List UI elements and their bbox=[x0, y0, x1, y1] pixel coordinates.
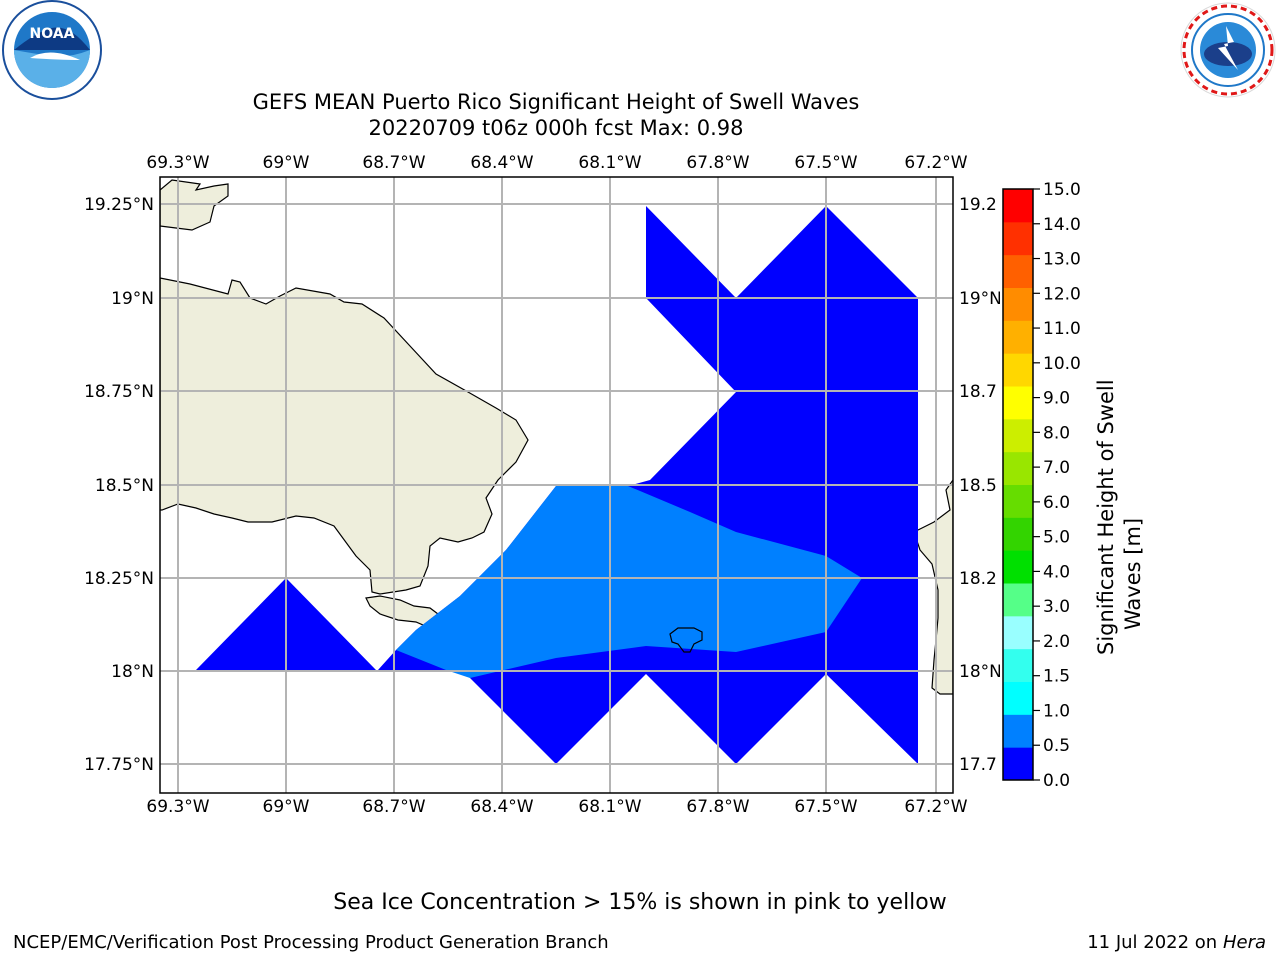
colorbar-tick-label: 3.0 bbox=[1043, 597, 1070, 617]
colorbar: 0.0 0.5 1.0 1.5 2.0 3.0 4.0 5.0 6.0 7.0 8.0 9.0 10.0… bbox=[1002, 180, 1145, 791]
swell-contour-0.5-1.0 bbox=[396, 486, 862, 678]
lon-label: 68.7°W bbox=[362, 797, 425, 817]
lon-label: 68.4°W bbox=[470, 153, 533, 173]
colorbar-tick-label: 10.0 bbox=[1043, 354, 1081, 374]
lon-label: 67.8°W bbox=[686, 153, 749, 173]
colorbar-swatches bbox=[1003, 189, 1033, 781]
colorbar-tick-label: 5.0 bbox=[1043, 528, 1070, 548]
map-subtitle: 20220709 t06z 000h fcst Max: 0.98 bbox=[368, 116, 744, 140]
nws-logo bbox=[1180, 2, 1276, 98]
noaa-logo: NOAA bbox=[2, 0, 102, 100]
colorbar-segment bbox=[1003, 451, 1033, 485]
lat-label: 18.25°N bbox=[84, 569, 154, 589]
lat-label: 17.7 bbox=[959, 755, 997, 775]
colorbar-segment bbox=[1003, 386, 1033, 420]
colorbar-tick-label: 2.0 bbox=[1043, 632, 1070, 652]
lat-label: 18.7 bbox=[959, 382, 997, 402]
lat-label: 17.75°N bbox=[84, 755, 154, 775]
colorbar-ticks: 0.0 0.5 1.0 1.5 2.0 3.0 4.0 5.0 6.0 7.0 8.0 9.0 10.0… bbox=[1033, 180, 1081, 791]
lat-label: 18.5 bbox=[959, 476, 997, 496]
lat-label: 18.75°N bbox=[84, 382, 154, 402]
lat-label: 19°N bbox=[111, 289, 154, 309]
colorbar-segment bbox=[1003, 681, 1033, 715]
lon-label: 67.2°W bbox=[904, 797, 967, 817]
colorbar-segment bbox=[1003, 714, 1033, 748]
colorbar-tick-label: 11.0 bbox=[1043, 319, 1081, 339]
colorbar-label-line2: Waves [m] bbox=[1121, 518, 1145, 630]
colorbar-tick-label: 6.0 bbox=[1043, 493, 1070, 513]
colorbar-tick-label: 4.0 bbox=[1043, 562, 1070, 582]
lon-label: 67.5°W bbox=[794, 797, 857, 817]
lat-labels-right: 19.2 19°N 18.7 18.5 18.2 18°N 17.7 bbox=[959, 195, 1000, 775]
run-date: 11 Jul 2022 on Hera bbox=[1087, 932, 1266, 953]
colorbar-segment bbox=[1003, 221, 1033, 256]
colorbar-label-line1: Significant Height of Swell bbox=[1094, 379, 1118, 655]
lat-label: 18°N bbox=[959, 662, 1000, 682]
lat-label: 18.5°N bbox=[95, 476, 154, 496]
lon-label: 68.1°W bbox=[578, 153, 641, 173]
colorbar-segment bbox=[1003, 517, 1033, 551]
colorbar-segment bbox=[1003, 583, 1033, 617]
host-name: Hera bbox=[1222, 932, 1266, 953]
colorbar-segment bbox=[1003, 484, 1033, 518]
colorbar-tick-label: 1.5 bbox=[1043, 667, 1070, 687]
graticule bbox=[160, 177, 953, 793]
colorbar-tick-label: 8.0 bbox=[1043, 423, 1070, 443]
colorbar-tick-label: 9.0 bbox=[1043, 389, 1070, 409]
map-title: GEFS MEAN Puerto Rico Significant Height… bbox=[252, 90, 860, 114]
colorbar-tick-label: 7.0 bbox=[1043, 458, 1070, 478]
producer-credit: NCEP/EMC/Verification Post Processing Pr… bbox=[13, 932, 609, 953]
lat-label: 19.2 bbox=[959, 195, 997, 215]
lon-label: 69°W bbox=[263, 153, 310, 173]
lon-label: 68.4°W bbox=[470, 797, 533, 817]
colorbar-tick-label: 0.0 bbox=[1043, 771, 1070, 791]
hispaniola-land bbox=[160, 277, 529, 595]
colorbar-segment bbox=[1003, 747, 1033, 781]
noaa-logo-text: NOAA bbox=[30, 26, 75, 42]
colorbar-segment bbox=[1003, 648, 1033, 682]
lon-label: 69.3°W bbox=[146, 797, 209, 817]
colorbar-tick-label: 0.5 bbox=[1043, 736, 1070, 756]
lat-label: 19°N bbox=[959, 289, 1000, 309]
map-panel: 69.3°W 69°W 68.7°W 68.4°W 68.1°W 67.8°W … bbox=[84, 153, 1000, 817]
colorbar-segment bbox=[1003, 189, 1033, 223]
lat-label: 18.2 bbox=[959, 569, 997, 589]
lat-label: 18°N bbox=[111, 662, 154, 682]
map-frame bbox=[159, 176, 954, 794]
lon-label: 68.7°W bbox=[362, 153, 425, 173]
colorbar-tick-label: 13.0 bbox=[1043, 250, 1081, 270]
colorbar-frame bbox=[1002, 188, 1034, 781]
run-date-text: 11 Jul 2022 on bbox=[1087, 932, 1223, 953]
colorbar-tick-label: 14.0 bbox=[1043, 215, 1081, 235]
land-masses bbox=[160, 179, 953, 695]
lon-label: 69.3°W bbox=[146, 153, 209, 173]
colorbar-segment bbox=[1003, 320, 1033, 354]
lon-label: 69°W bbox=[263, 797, 310, 817]
lon-label: 67.8°W bbox=[686, 797, 749, 817]
colorbar-segment bbox=[1003, 550, 1033, 584]
puerto-rico-land bbox=[913, 478, 953, 695]
sea-ice-note: Sea Ice Concentration > 15% is shown in … bbox=[333, 890, 947, 915]
lat-label: 19.25°N bbox=[84, 195, 154, 215]
colorbar-segment bbox=[1003, 254, 1033, 288]
lon-label: 67.2°W bbox=[904, 153, 967, 173]
colorbar-tick-label: 15.0 bbox=[1043, 180, 1081, 200]
colorbar-segment bbox=[1003, 287, 1033, 321]
colorbar-tick-label: 12.0 bbox=[1043, 284, 1081, 304]
colorbar-tick-label: 1.0 bbox=[1043, 701, 1070, 721]
colorbar-segment bbox=[1003, 418, 1033, 453]
lon-label: 68.1°W bbox=[578, 797, 641, 817]
colorbar-segment bbox=[1003, 353, 1033, 387]
lon-labels-top: 69.3°W 69°W 68.7°W 68.4°W 68.1°W 67.8°W … bbox=[146, 153, 967, 173]
lat-labels-left: 19.25°N 19°N 18.75°N 18.5°N 18.25°N 18°N… bbox=[84, 195, 154, 775]
mona-island-outline bbox=[669, 627, 703, 653]
lon-labels-bottom: 69.3°W 69°W 68.7°W 68.4°W 68.1°W 67.8°W … bbox=[146, 797, 967, 817]
colorbar-segment bbox=[1003, 615, 1033, 650]
lon-label: 67.5°W bbox=[794, 153, 857, 173]
